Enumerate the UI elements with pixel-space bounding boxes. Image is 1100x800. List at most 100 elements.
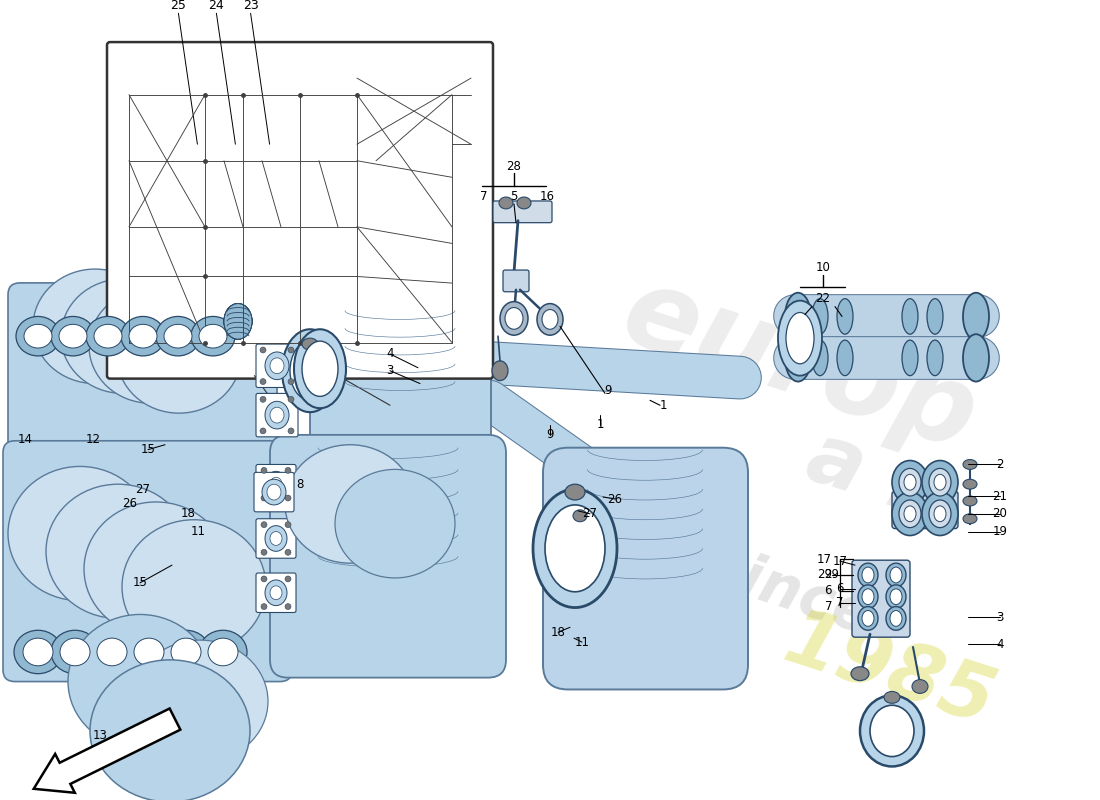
Ellipse shape — [86, 317, 130, 356]
Ellipse shape — [60, 638, 90, 666]
Ellipse shape — [837, 298, 852, 334]
FancyBboxPatch shape — [270, 435, 506, 678]
FancyBboxPatch shape — [256, 394, 298, 437]
Ellipse shape — [537, 304, 563, 335]
Ellipse shape — [962, 334, 989, 382]
Text: 6: 6 — [825, 584, 832, 598]
Text: 11: 11 — [190, 525, 206, 538]
Text: 27: 27 — [135, 482, 151, 496]
Text: 18: 18 — [551, 626, 565, 638]
Ellipse shape — [270, 358, 284, 374]
Ellipse shape — [261, 522, 267, 528]
Ellipse shape — [517, 197, 531, 209]
Ellipse shape — [499, 197, 513, 209]
Ellipse shape — [904, 506, 916, 522]
Text: 8: 8 — [296, 478, 304, 490]
Text: 18: 18 — [180, 507, 196, 520]
Ellipse shape — [930, 469, 952, 496]
FancyBboxPatch shape — [852, 560, 910, 637]
FancyBboxPatch shape — [310, 298, 491, 465]
Ellipse shape — [862, 610, 874, 626]
Ellipse shape — [934, 506, 946, 522]
FancyBboxPatch shape — [543, 448, 748, 690]
Ellipse shape — [117, 298, 241, 413]
Ellipse shape — [90, 660, 250, 800]
Text: 29: 29 — [825, 569, 839, 582]
Ellipse shape — [260, 428, 266, 434]
Ellipse shape — [886, 563, 906, 587]
Ellipse shape — [270, 586, 282, 600]
Ellipse shape — [262, 479, 286, 505]
Ellipse shape — [288, 347, 294, 353]
Ellipse shape — [224, 304, 252, 339]
Ellipse shape — [927, 340, 943, 376]
Text: 13: 13 — [92, 730, 108, 742]
FancyBboxPatch shape — [3, 441, 292, 682]
Text: 24: 24 — [209, 0, 224, 12]
Text: 7: 7 — [825, 600, 832, 613]
Text: 23: 23 — [243, 0, 258, 12]
Ellipse shape — [544, 505, 605, 592]
Ellipse shape — [302, 338, 318, 350]
FancyBboxPatch shape — [8, 283, 277, 453]
Ellipse shape — [785, 293, 811, 340]
Ellipse shape — [962, 496, 977, 506]
Ellipse shape — [285, 495, 292, 501]
Ellipse shape — [51, 630, 99, 674]
Ellipse shape — [858, 585, 878, 609]
Text: 17: 17 — [833, 554, 847, 568]
Ellipse shape — [899, 500, 921, 528]
Ellipse shape — [60, 279, 185, 394]
Ellipse shape — [265, 352, 289, 379]
Ellipse shape — [285, 467, 292, 474]
Ellipse shape — [270, 407, 284, 423]
Ellipse shape — [492, 361, 508, 381]
Ellipse shape — [285, 604, 292, 610]
Text: 14: 14 — [18, 434, 33, 446]
Ellipse shape — [285, 445, 415, 563]
Text: 10: 10 — [815, 261, 830, 274]
Ellipse shape — [962, 479, 977, 489]
Text: 26: 26 — [607, 493, 623, 506]
Ellipse shape — [858, 606, 878, 630]
FancyBboxPatch shape — [107, 42, 493, 378]
Ellipse shape — [14, 630, 62, 674]
Ellipse shape — [134, 638, 164, 666]
Ellipse shape — [870, 706, 914, 757]
Text: 19: 19 — [992, 525, 1008, 538]
Ellipse shape — [542, 310, 558, 330]
Ellipse shape — [930, 500, 952, 528]
Text: since: since — [700, 539, 880, 646]
Ellipse shape — [892, 492, 928, 535]
Text: 1985: 1985 — [776, 602, 1004, 742]
Ellipse shape — [162, 630, 210, 674]
Ellipse shape — [336, 470, 455, 578]
Ellipse shape — [927, 298, 943, 334]
Ellipse shape — [88, 630, 136, 674]
Ellipse shape — [97, 638, 126, 666]
FancyBboxPatch shape — [256, 344, 298, 387]
Text: 17: 17 — [817, 553, 832, 566]
Text: 6: 6 — [836, 582, 844, 595]
FancyBboxPatch shape — [256, 465, 296, 504]
Text: 1: 1 — [596, 418, 604, 431]
Ellipse shape — [270, 478, 282, 491]
Text: 4: 4 — [997, 638, 1003, 650]
Ellipse shape — [302, 341, 338, 396]
Text: 27: 27 — [583, 507, 597, 520]
FancyBboxPatch shape — [256, 573, 296, 613]
Ellipse shape — [899, 469, 921, 496]
Ellipse shape — [224, 304, 252, 339]
Ellipse shape — [922, 461, 958, 504]
Ellipse shape — [261, 604, 267, 610]
FancyBboxPatch shape — [493, 201, 552, 222]
Ellipse shape — [858, 563, 878, 587]
Ellipse shape — [886, 585, 906, 609]
Ellipse shape — [125, 630, 173, 674]
Text: 3: 3 — [386, 364, 394, 378]
Text: 9: 9 — [547, 428, 553, 442]
Text: 16: 16 — [539, 190, 554, 202]
Ellipse shape — [23, 638, 53, 666]
Ellipse shape — [890, 589, 902, 605]
Text: 28: 28 — [507, 160, 521, 173]
